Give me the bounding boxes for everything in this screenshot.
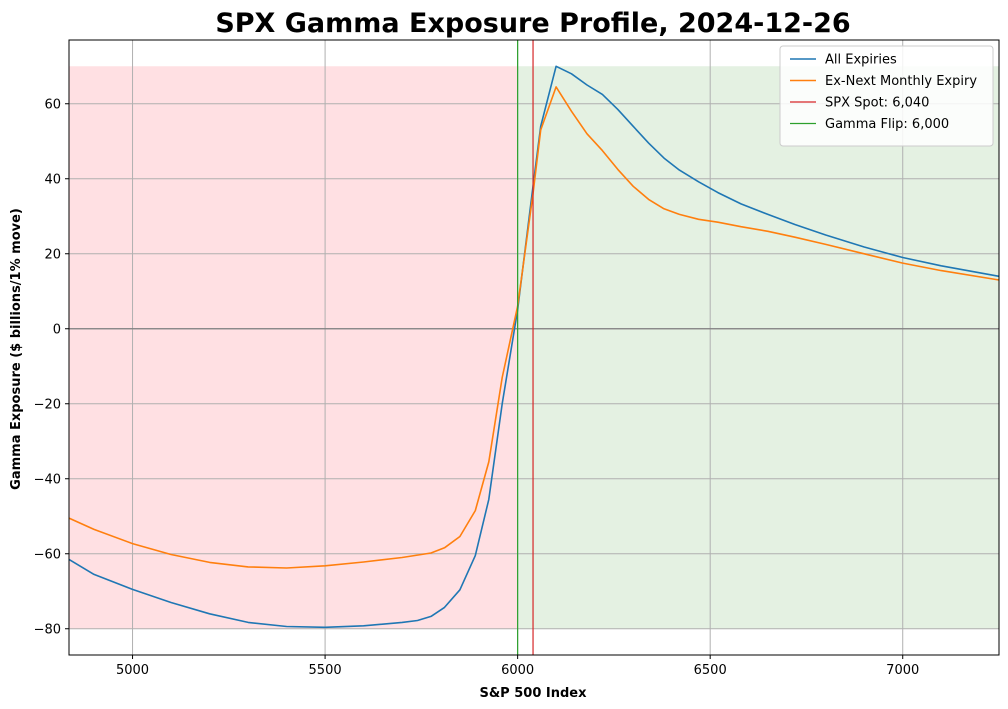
legend-box bbox=[779, 45, 994, 147]
y-tick-label: −60 bbox=[34, 547, 61, 562]
y-tick-label: −40 bbox=[34, 472, 61, 487]
x-axis-label: S&P 500 Index bbox=[479, 686, 587, 701]
x-tick-label: 7000 bbox=[886, 663, 919, 678]
series-line-ex-next-monthly bbox=[68, 86, 1000, 569]
shaded-regions bbox=[69, 66, 999, 629]
y-axis-label: Gamma Exposure ($ billions/1% move) bbox=[9, 208, 24, 490]
legend-label: Gamma Flip: 6,000 bbox=[825, 117, 949, 132]
x-axis-ticks: 5000 5500 6000 6500 7000 bbox=[116, 655, 919, 678]
plot-frame bbox=[68, 39, 1000, 656]
x-tick-label: 6500 bbox=[694, 663, 727, 678]
positive-gamma-region bbox=[517, 66, 999, 629]
y-tick-label: 40 bbox=[44, 172, 61, 187]
data-series bbox=[68, 65, 1000, 629]
y-axis-ticks: −80 −60 −40 −20 0 20 40 60 bbox=[34, 97, 69, 637]
x-tick-label: 5500 bbox=[309, 663, 342, 678]
legend-label: All Expiries bbox=[825, 53, 897, 68]
negative-gamma-region bbox=[69, 66, 518, 629]
legend-label: SPX Spot: 6,040 bbox=[825, 96, 929, 111]
x-tick-label: 5000 bbox=[116, 663, 149, 678]
reference-lines bbox=[517, 40, 534, 655]
y-tick-label: 60 bbox=[44, 97, 61, 112]
series-line-all-expiries bbox=[68, 65, 1000, 629]
y-tick-label: 20 bbox=[44, 247, 61, 262]
legend-label: Ex-Next Monthly Expiry bbox=[825, 74, 977, 89]
y-tick-label: 0 bbox=[53, 322, 61, 337]
y-tick-label: −20 bbox=[34, 397, 61, 412]
legend: All Expiries Ex-Next Monthly Expiry SPX Sp… bbox=[779, 45, 994, 147]
chart-title: SPX Gamma Exposure Profile, 2024-12-26 bbox=[215, 8, 850, 39]
y-tick-label: −80 bbox=[34, 622, 61, 637]
x-tick-label: 6000 bbox=[501, 663, 534, 678]
